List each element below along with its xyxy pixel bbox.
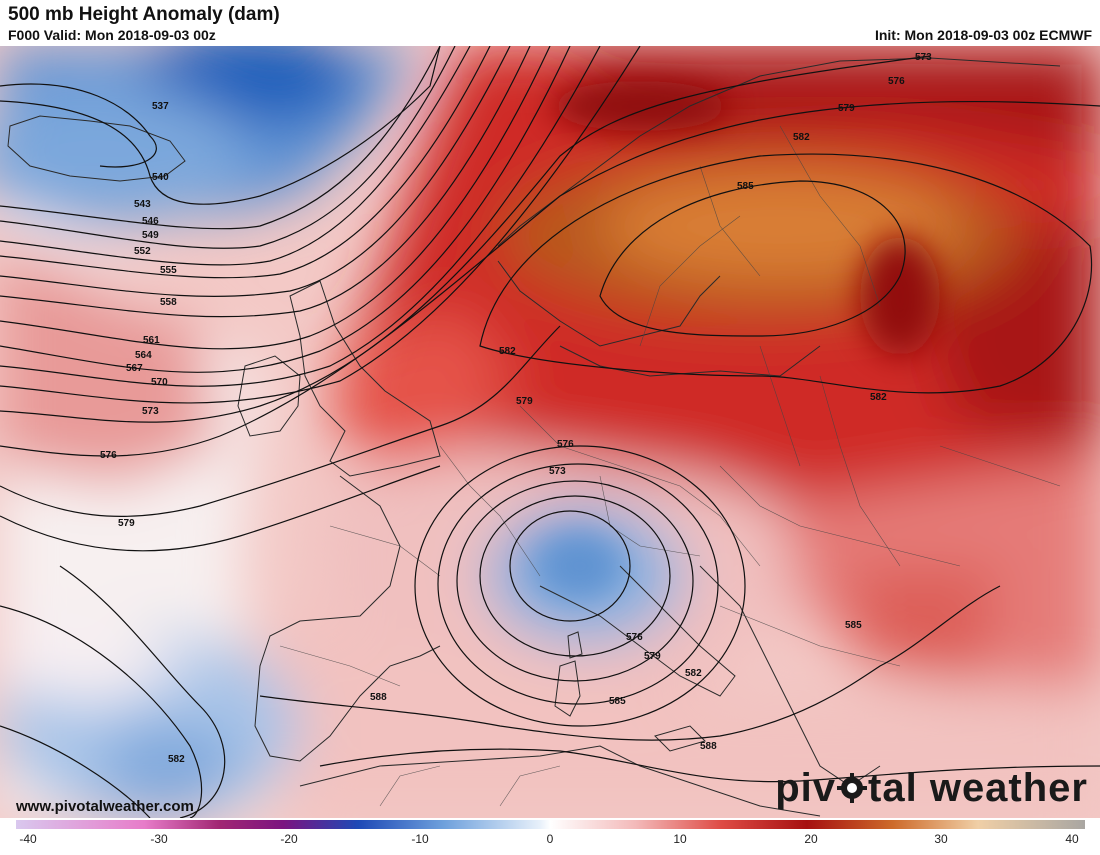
contour-label: 582	[870, 392, 887, 403]
contour-label: 573	[915, 52, 932, 63]
country-borders	[279, 125, 1061, 807]
contour-label: 576	[626, 632, 643, 643]
colorbar-tick: 0	[547, 832, 554, 846]
contour-label: 546	[142, 216, 159, 227]
contour-label: 540	[152, 172, 169, 183]
anomaly-detail	[540, 81, 940, 596]
colorbar-tick: 40	[1065, 832, 1079, 846]
contour-label: 576	[557, 439, 574, 450]
contour-label: 585	[609, 696, 626, 707]
brand-text-prefix: piv	[775, 766, 837, 810]
contour-label: 552	[134, 246, 151, 257]
colorbar-tick: -40	[19, 832, 37, 846]
anomaly-map: 573 576 579 582 585 537 540 543 546 549 …	[0, 46, 1100, 818]
contour-label: 579	[838, 103, 855, 114]
contour-label: 573	[549, 466, 566, 477]
map-title: 500 mb Height Anomaly (dam)	[8, 4, 280, 25]
valid-time: F000 Valid: Mon 2018-09-03 00z	[8, 27, 216, 43]
contour-label: 570	[151, 377, 168, 388]
contour-label: 588	[700, 741, 717, 752]
contour-labels: 573 576 579 582 585 537 540 543 546 549 …	[100, 52, 932, 765]
height-contours	[0, 46, 1100, 818]
brand-text-suffix: tal weather	[868, 766, 1088, 810]
colorbar-tick: -20	[280, 832, 298, 846]
contour-label: 573	[142, 406, 159, 417]
contour-label: 585	[737, 181, 754, 192]
colorbar-tick: 30	[934, 832, 948, 846]
colorbar-tick: -10	[411, 832, 429, 846]
contour-label: 579	[516, 396, 533, 407]
contour-label: 549	[142, 230, 159, 241]
contour-label: 564	[135, 350, 152, 361]
contour-label: 555	[160, 265, 177, 276]
colorbar-ticks: -40 -30 -20 -10 0 10 20 30 40	[19, 832, 1079, 846]
gear-icon	[837, 768, 868, 803]
colorbar-gradient	[16, 820, 1085, 829]
contour-label: 582	[685, 668, 702, 679]
contour-label: 543	[134, 199, 151, 210]
contour-label: 582	[168, 754, 185, 765]
contour-label: 567	[126, 363, 143, 374]
brand-logo: piv tal weather	[775, 766, 1088, 811]
colorbar-tick: -30	[150, 832, 168, 846]
contour-label: 561	[143, 335, 160, 346]
init-time: Init: Mon 2018-09-03 00z ECMWF	[874, 27, 1092, 43]
contour-label: 582	[499, 346, 516, 357]
colorbar-tick: 10	[673, 832, 687, 846]
contour-label: 576	[100, 450, 117, 461]
contour-label: 582	[793, 132, 810, 143]
website-label: www.pivotalweather.com	[16, 798, 194, 815]
contour-label: 579	[118, 518, 135, 529]
map-header: 500 mb Height Anomaly (dam) F000 Valid: …	[0, 0, 1100, 46]
contour-label: 576	[888, 76, 905, 87]
contour-label: 585	[845, 620, 862, 631]
contour-label: 579	[644, 651, 661, 662]
contour-label: 588	[370, 692, 387, 703]
contour-label: 537	[152, 101, 169, 112]
colorbar: -40 -30 -20 -10 0 10 20 30 40	[16, 820, 1085, 850]
contour-label: 558	[160, 297, 177, 308]
colorbar-tick: 20	[804, 832, 818, 846]
